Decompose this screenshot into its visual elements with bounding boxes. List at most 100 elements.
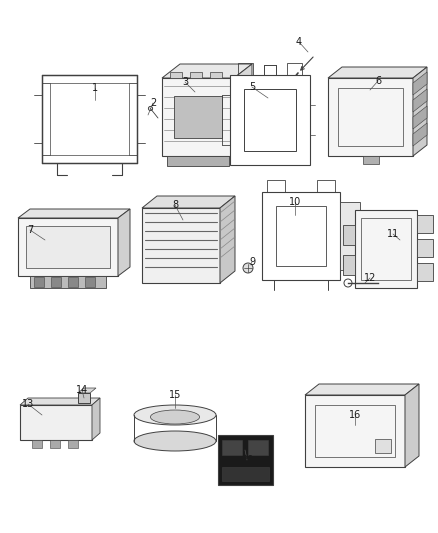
Bar xyxy=(34,277,44,287)
Text: 4: 4 xyxy=(296,37,302,47)
Polygon shape xyxy=(162,64,252,78)
Text: 8: 8 xyxy=(172,200,178,210)
Circle shape xyxy=(333,85,339,91)
Text: 14: 14 xyxy=(76,385,88,395)
Bar xyxy=(18,218,118,276)
Polygon shape xyxy=(234,64,252,156)
Polygon shape xyxy=(413,67,427,156)
Bar xyxy=(417,263,433,281)
Bar xyxy=(343,225,355,245)
Polygon shape xyxy=(413,72,427,95)
Bar xyxy=(375,439,391,453)
Polygon shape xyxy=(92,398,100,440)
Bar xyxy=(305,395,405,467)
Bar xyxy=(174,96,222,138)
Circle shape xyxy=(288,151,296,159)
Text: 10: 10 xyxy=(289,197,301,207)
Bar xyxy=(246,470,253,478)
Bar xyxy=(50,440,60,448)
Polygon shape xyxy=(328,67,427,78)
Bar xyxy=(417,239,433,257)
Ellipse shape xyxy=(134,405,216,425)
Bar xyxy=(267,180,285,192)
Text: 20: 20 xyxy=(241,455,253,465)
Bar xyxy=(315,405,395,457)
Circle shape xyxy=(360,222,366,228)
Bar xyxy=(162,78,234,156)
Polygon shape xyxy=(78,388,96,393)
Bar xyxy=(32,440,42,448)
Polygon shape xyxy=(220,196,235,283)
Bar xyxy=(338,88,403,146)
Circle shape xyxy=(333,143,339,149)
Bar xyxy=(235,470,242,478)
Bar xyxy=(230,75,310,165)
Text: 12: 12 xyxy=(364,273,376,283)
Circle shape xyxy=(310,400,316,406)
Bar xyxy=(170,72,182,78)
Bar xyxy=(42,75,137,163)
Bar xyxy=(68,277,78,287)
Bar xyxy=(222,440,242,455)
Bar xyxy=(257,470,264,478)
Text: 9: 9 xyxy=(249,257,255,267)
Ellipse shape xyxy=(169,197,194,207)
Bar xyxy=(238,63,253,75)
Bar xyxy=(361,218,411,280)
Polygon shape xyxy=(413,106,427,129)
Circle shape xyxy=(394,456,400,462)
Bar xyxy=(30,276,106,288)
Polygon shape xyxy=(340,202,360,270)
Ellipse shape xyxy=(150,410,200,424)
Text: 13: 13 xyxy=(22,399,34,409)
Polygon shape xyxy=(142,196,235,208)
Bar xyxy=(262,192,340,280)
Bar xyxy=(287,63,302,75)
Bar xyxy=(328,78,413,156)
Bar xyxy=(317,180,335,192)
Bar xyxy=(26,226,110,268)
Circle shape xyxy=(310,456,316,462)
Bar xyxy=(190,72,202,78)
Bar xyxy=(355,210,417,288)
Text: 7: 7 xyxy=(27,225,33,235)
Bar xyxy=(244,89,296,151)
Text: 2: 2 xyxy=(150,98,156,108)
Bar xyxy=(167,156,229,166)
Bar xyxy=(50,83,129,155)
Bar xyxy=(224,470,231,478)
Ellipse shape xyxy=(134,431,216,451)
Text: 16: 16 xyxy=(349,410,361,420)
Circle shape xyxy=(346,208,354,216)
Polygon shape xyxy=(413,89,427,112)
Polygon shape xyxy=(18,209,130,218)
Bar xyxy=(343,255,355,275)
Bar xyxy=(417,215,433,233)
Bar xyxy=(78,393,90,403)
Bar xyxy=(276,206,326,266)
Text: 11: 11 xyxy=(387,229,399,239)
Text: 15: 15 xyxy=(169,390,181,400)
Text: 5: 5 xyxy=(249,82,255,92)
Bar xyxy=(85,277,95,287)
Bar xyxy=(68,440,78,448)
Text: 6: 6 xyxy=(375,76,381,86)
Bar xyxy=(248,440,268,455)
Circle shape xyxy=(346,256,354,264)
Polygon shape xyxy=(118,209,130,276)
Circle shape xyxy=(360,270,366,276)
Circle shape xyxy=(244,151,252,159)
Polygon shape xyxy=(413,123,427,146)
Bar xyxy=(142,208,220,283)
Bar xyxy=(20,405,92,440)
Text: 3: 3 xyxy=(182,77,188,87)
Text: 1: 1 xyxy=(92,83,98,93)
Polygon shape xyxy=(20,398,100,405)
Polygon shape xyxy=(305,384,419,395)
Bar xyxy=(363,156,378,164)
Polygon shape xyxy=(405,384,419,467)
Bar xyxy=(51,277,61,287)
Circle shape xyxy=(344,279,352,287)
Bar xyxy=(222,467,269,481)
Circle shape xyxy=(243,263,253,273)
